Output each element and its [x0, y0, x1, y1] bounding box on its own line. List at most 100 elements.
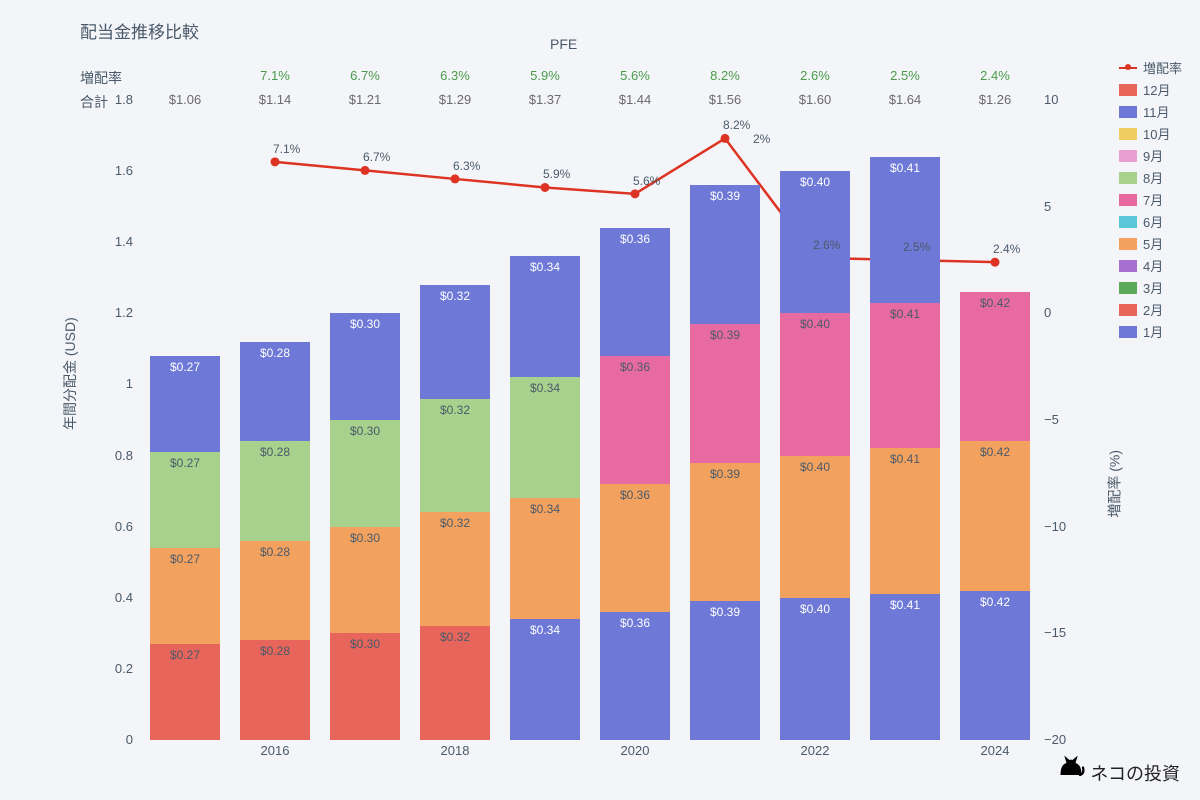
legend-label: 12月 [1143, 80, 1170, 99]
line-point-label: 7.1% [273, 142, 300, 156]
legend-item[interactable]: 9月 [1119, 146, 1182, 165]
bar-segment: $0.34 [510, 377, 580, 498]
bar-segment: $0.32 [420, 626, 490, 740]
y-tick-left: 1.4 [105, 234, 133, 249]
legend-label: 10月 [1143, 124, 1170, 143]
bar-group[interactable]: $0.32$0.32$0.32$0.32 [420, 285, 490, 740]
bar-segment-label: $0.28 [240, 346, 310, 360]
bar-segment: $0.32 [420, 512, 490, 626]
y-tick-left: 0.6 [105, 519, 133, 534]
bar-segment: $0.30 [330, 313, 400, 420]
bar-segment-label: $0.27 [150, 552, 220, 566]
growth-value: 5.6% [590, 68, 680, 83]
legend-label: 3月 [1143, 278, 1163, 297]
x-tick: 2022 [770, 743, 860, 758]
bar-segment-label: $0.32 [420, 289, 490, 303]
bar-group[interactable]: $0.28$0.28$0.28$0.28 [240, 342, 310, 740]
legend-item[interactable]: 7月 [1119, 190, 1182, 209]
bar-segment: $0.28 [240, 541, 310, 641]
line-point-label: 5.9% [543, 167, 570, 181]
chart-title: 配当金推移比較 [80, 18, 199, 43]
bar-segment-label: $0.42 [960, 296, 1030, 310]
bar-segment-label: $0.27 [150, 456, 220, 470]
growth-value: 2.4% [950, 68, 1040, 83]
legend-swatch [1119, 84, 1137, 96]
bar-group[interactable]: $0.34$0.34$0.34$0.34 [510, 256, 580, 740]
bar-segment: $0.40 [780, 598, 850, 740]
legend-item[interactable]: 11月 [1119, 102, 1182, 121]
y-tick-left: 0 [105, 732, 133, 747]
y-tick-right: −5 [1044, 412, 1080, 427]
bar-segment: $0.39 [690, 601, 760, 740]
legend-item[interactable]: 6月 [1119, 212, 1182, 231]
bar-segment-label: $0.36 [600, 616, 670, 630]
growth-value: 6.7% [320, 68, 410, 83]
bar-segment-label: $0.39 [690, 467, 760, 481]
legend-swatch [1119, 326, 1137, 338]
legend-item[interactable]: 10月 [1119, 124, 1182, 143]
bar-group[interactable]: $0.39 $0.39 $0.39 $0.39 [690, 185, 760, 740]
legend-item[interactable]: 4月 [1119, 256, 1182, 275]
growth-value: 5.9% [500, 68, 590, 83]
legend-item[interactable]: 8月 [1119, 168, 1182, 187]
legend-swatch [1119, 106, 1137, 118]
bar-segment-label: $0.42 [960, 595, 1030, 609]
bar-segment: $0.34 [510, 619, 580, 740]
y-tick-right: −15 [1044, 625, 1080, 640]
legend-label: 6月 [1143, 212, 1163, 231]
bar-segment: $0.30 [330, 527, 400, 634]
bar-segment: $0.40 [780, 456, 850, 598]
bar-segment-label: $0.30 [330, 317, 400, 331]
watermark: ネコの投資 [1056, 752, 1180, 786]
y-tick-left: 0.4 [105, 590, 133, 605]
legend-label: 増配率 [1143, 58, 1182, 77]
bar-segment: $0.32 [420, 285, 490, 399]
cat-icon [1056, 752, 1086, 780]
legend-item[interactable]: 5月 [1119, 234, 1182, 253]
bar-group[interactable]: $0.36$0.36$0.36$0.36 [600, 228, 670, 740]
bar-group[interactable]: $0.42 $0.42 $0.42 [960, 292, 1030, 740]
bar-group[interactable]: $0.30$0.30$0.30$0.30 [330, 313, 400, 740]
total-row-label: 合計 [80, 92, 108, 112]
bar-segment: $0.39 [690, 185, 760, 324]
bar-segment-label: $0.41 [870, 452, 940, 466]
bar-segment-label: $0.39 [690, 328, 760, 342]
bar-segment-label: $0.28 [240, 545, 310, 559]
bar-segment: $0.28 [240, 640, 310, 740]
x-tick: 2018 [410, 743, 500, 758]
bar-segment-label: $0.39 [690, 189, 760, 203]
legend-label: 2月 [1143, 300, 1163, 319]
line-point-label: 8.2% [723, 118, 750, 132]
bar-segment-label: $0.41 [870, 307, 940, 321]
bar-group[interactable]: $0.40$0.40$0.40$0.40 [780, 171, 850, 740]
y-tick-left: 1.6 [105, 163, 133, 178]
bar-segment-label: $0.28 [240, 644, 310, 658]
line-point-label-extra: 2% [753, 132, 770, 146]
y-tick-left: 1 [105, 376, 133, 391]
bar-segment: $0.27 [150, 644, 220, 740]
legend-swatch [1119, 172, 1137, 184]
chart-plot-area: $0.27$0.27$0.27$0.27$0.28$0.28$0.28$0.28… [140, 100, 1040, 740]
bar-segment-label: $0.27 [150, 360, 220, 374]
legend-swatch [1119, 304, 1137, 316]
legend-label: 1月 [1143, 322, 1163, 341]
legend-label: 4月 [1143, 256, 1163, 275]
bar-group[interactable]: $0.27 $0.27 $0.27 $0.27 [150, 356, 220, 740]
legend-item[interactable]: 1月 [1119, 322, 1182, 341]
legend[interactable]: 増配率 12月 11月 10月 9月 8月 7月 6月 5月 4月 3月 2月 1月 [1119, 58, 1182, 344]
bar-segment-label: $0.30 [330, 424, 400, 438]
bar-segment: $0.34 [510, 256, 580, 377]
bar-segment-label: $0.36 [600, 232, 670, 246]
bar-segment-label: $0.40 [780, 317, 850, 331]
bar-segment-label: $0.40 [780, 175, 850, 189]
growth-value: 7.1% [230, 68, 320, 83]
legend-item[interactable]: 12月 [1119, 80, 1182, 99]
bar-segment: $0.42 [960, 441, 1030, 590]
bar-segment: $0.41 [870, 157, 940, 303]
legend-item[interactable]: 3月 [1119, 278, 1182, 297]
bar-segment-label: $0.27 [150, 648, 220, 662]
legend-item[interactable]: 2月 [1119, 300, 1182, 319]
legend-item[interactable]: 増配率 [1119, 58, 1182, 77]
bar-segment: $0.41 [870, 594, 940, 740]
legend-swatch [1119, 128, 1137, 140]
